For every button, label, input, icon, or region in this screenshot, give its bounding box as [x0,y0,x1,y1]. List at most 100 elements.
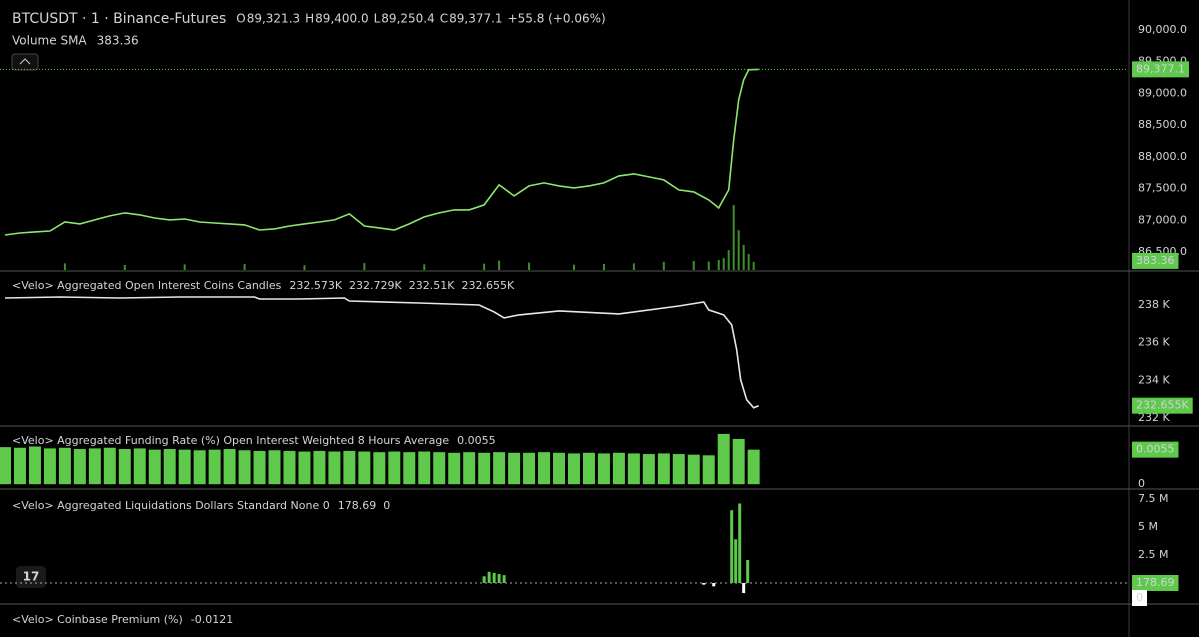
bar [672,454,685,485]
bar [163,449,176,485]
y-tick-label: 0 [1138,477,1145,490]
bar [13,447,26,485]
price-line [4,68,759,236]
volume-bar [303,265,306,270]
bar [358,451,371,485]
bar [582,452,595,485]
volume-bar [707,261,710,270]
bar [567,453,580,485]
volume-bar [737,230,740,270]
volume-bar [423,264,426,270]
bar [178,449,191,485]
y-tick-label: 87,000.0 [1138,213,1187,226]
y-tick-label: 234 K [1138,373,1170,386]
logo[interactable] [16,566,46,588]
y-tick-label: 89,000.0 [1138,86,1187,99]
ohlc-value: 89,321.3 [247,12,300,26]
pane-title: <Velo> Aggregated Liquidations Dollars S… [12,499,330,512]
zero-value-label-text: 0 [1136,591,1143,604]
readout: 0.0055 [457,434,496,447]
readout: -0.0121 [191,613,233,626]
bar [742,582,746,594]
bar [478,452,491,485]
bar [238,450,251,485]
collapse-icon [19,58,31,65]
bar [343,450,356,485]
y-tick-label: 7.5 M [1138,492,1168,505]
pane-title: <Velo> Aggregated Funding Rate (%) Open … [12,434,449,447]
readout: 178.69 [338,499,377,512]
y-tick-label: 236 K [1138,336,1170,349]
bar [493,452,506,485]
bar [148,449,161,485]
last-value-label [1132,397,1193,414]
y-tick-label: 87,500.0 [1138,182,1187,195]
bar [712,582,716,587]
bar [58,447,71,485]
bar [746,560,750,583]
last-value-label [1132,574,1179,591]
y-tick-label: 90,000.0 [1138,23,1187,36]
bar [747,449,760,485]
ohlc-value: 89,250.4 [381,12,434,26]
bar [508,452,521,485]
bar [208,449,221,485]
y-tick-label: 232 K [1138,411,1170,424]
bar [717,433,730,485]
last-value-label-text: 89,377.1 [1136,62,1185,75]
volume-bar [572,264,575,270]
last-value-label-text: 232.655K [1136,399,1189,412]
bar [523,452,536,485]
readout: 232.573K [289,279,342,292]
pane-title: <Velo> Coinbase Premium (%) [12,613,183,626]
collapse-button[interactable] [11,53,39,71]
volume-bar [498,260,501,270]
bar [253,450,266,485]
volume-bar [363,263,366,270]
volume-bar [632,263,635,270]
bar [463,452,476,485]
bar [103,447,116,485]
title: BTCUSDT · 1 · Binance-Futures [12,11,226,27]
zero-value-label [1132,589,1147,606]
ohlc-value: 89,400.0 [315,12,368,26]
y-tick-label: 88,000.0 [1138,150,1187,163]
bar [403,452,416,485]
last-value-label-text: 178.69 [1136,576,1175,589]
y-tick-label: 238 K [1138,298,1170,311]
bar [730,510,734,583]
logo-mark: 17 [23,570,40,584]
volume-bar [63,263,66,270]
volume-bar [483,263,486,270]
volume-bar [692,260,695,270]
bar [687,454,700,485]
bar [702,455,715,485]
bar [433,452,446,485]
volume-sma-label [1132,252,1179,269]
bar [738,503,742,583]
bar [223,449,236,485]
pane-title: <Velo> Aggregated Open Interest Coins Ca… [12,279,282,292]
volume-bar [717,259,720,270]
bar [313,450,326,485]
volume-bar [662,261,665,270]
y-tick-label: 2.5 M [1138,548,1168,561]
volume-bar [243,264,246,270]
indicator-value: 383.36 [97,34,139,48]
bar [88,448,101,485]
bar [627,453,640,485]
bar [328,451,341,485]
bar [497,574,501,583]
bar [268,450,281,485]
bar [133,448,146,485]
ohlc-name: L [374,12,381,26]
ohlc-name: C [440,12,448,26]
price-line [4,296,760,409]
y-tick-label: 5 M [1138,520,1158,533]
bar [448,452,461,485]
bar [487,571,491,583]
indicator-name: Volume SMA [12,34,87,48]
bar [118,449,131,485]
bar [73,449,86,485]
